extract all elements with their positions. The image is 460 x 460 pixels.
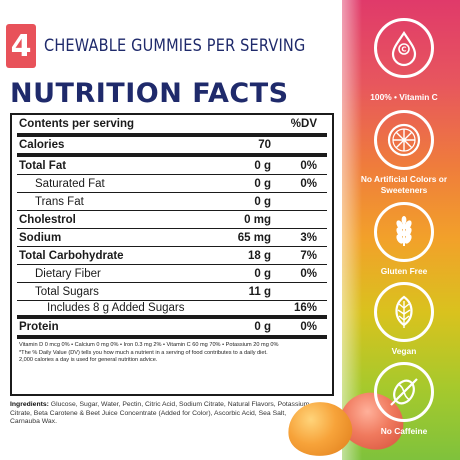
wheat-icon <box>396 216 412 246</box>
row-amount: 0 g <box>254 195 271 208</box>
gluten-free-badge <box>374 202 434 262</box>
row-amount: 70 <box>258 139 271 151</box>
row-label: Protein <box>19 321 59 333</box>
row-label: Total Sugars <box>35 285 99 298</box>
table-row: Total Carbohydrate 18 g 7% <box>17 247 327 265</box>
table-header-row: Contents per serving %DV <box>17 115 327 137</box>
row-label: Total Fat <box>19 159 67 172</box>
ingredients-text: Ingredients: Glucose, Sugar, Water, Pect… <box>10 401 310 427</box>
table-row: Sodium 65 mg 3% <box>17 229 327 247</box>
table-row: Cholestrol 0 mg <box>17 211 327 229</box>
row-label: Dietary Fiber <box>35 267 101 280</box>
row-dv: 16% <box>293 302 317 314</box>
dv-note-line: *The % Daily Value (DV) tells you how mu… <box>19 349 268 356</box>
table-row: Includes 8 g Added Sugars 16% <box>17 301 327 319</box>
vitamin-c-badge: C <box>374 18 434 78</box>
vegan-badge <box>374 282 434 342</box>
no-caffeine-badge <box>374 362 434 422</box>
micronutrient-line: Vitamin D 0 mcg 0% • Calcium 0 mg 0% • I… <box>19 342 279 348</box>
row-amount: 0 g <box>254 267 271 280</box>
row-label: Cholestrol <box>19 213 76 226</box>
row-amount: 65 mg <box>237 231 271 244</box>
ingredients-list: Glucose, Sugar, Water, Pectin, Citric Ac… <box>10 401 310 426</box>
table-row: Total Sugars 11 g <box>17 283 327 301</box>
row-dv: 0% <box>300 177 317 190</box>
row-amount: 0 g <box>254 321 271 333</box>
badge-label: 100% • Vitamin C <box>370 92 438 102</box>
row-amount: 0 mg <box>244 213 271 226</box>
row-label: Calories <box>19 139 65 151</box>
ingredients-label: Ingredients: <box>10 401 49 408</box>
table-row: Saturated Fat 0 g 0% <box>17 175 327 193</box>
row-dv: 0% <box>300 159 317 172</box>
nutrition-facts-panel: Contents per serving %DV Calories 70 Tot… <box>10 113 334 396</box>
table-row: Calories 70 <box>17 137 327 157</box>
badge-label: Vegan <box>391 346 417 356</box>
vitamin-c-drop-icon: C <box>391 31 417 67</box>
column-label: Contents per serving <box>19 118 135 130</box>
column-dv: %DV <box>290 118 317 130</box>
leaf-icon <box>395 295 413 328</box>
strip-fade <box>322 0 362 460</box>
row-dv: 0% <box>300 267 317 280</box>
table-row: Dietary Fiber 0 g 0% <box>17 265 327 283</box>
row-amount: 18 g <box>247 249 271 262</box>
serving-count-badge: 4 <box>6 24 36 68</box>
calories-note-line: 2,000 calories a day is used for general… <box>19 357 158 363</box>
badge-label: Gluten Free <box>380 266 428 276</box>
row-amount: 0 g <box>254 177 271 190</box>
row-amount: 0 g <box>254 159 271 172</box>
row-label: Total Carbohydrate <box>19 249 124 262</box>
row-amount: 11 g <box>248 285 271 298</box>
row-dv: 3% <box>300 231 317 244</box>
row-dv: 7% <box>300 249 317 262</box>
no-artificial-badge <box>374 110 434 170</box>
row-label: Saturated Fat <box>35 177 105 190</box>
table-row: Protein 0 g 0% <box>17 319 327 339</box>
row-dv: 0% <box>300 321 317 333</box>
coffee-bean-icon <box>390 378 418 406</box>
row-label: Sodium <box>19 231 62 244</box>
serving-text: CHEWABLE GUMMIES PER SERVING <box>44 36 306 55</box>
table-row: Trans Fat 0 g <box>17 193 327 211</box>
table-row: Total Fat 0 g 0% <box>17 157 327 175</box>
badge-label: No Caffeine <box>380 426 428 436</box>
nutrition-footnote: Vitamin D 0 mcg 0% • Calcium 0 mg 0% • I… <box>17 339 327 365</box>
page-title: NUTRITION FACTS <box>10 78 289 109</box>
citrus-slice-icon <box>387 123 421 157</box>
svg-text:C: C <box>401 46 406 54</box>
badge-label: No Artificial Colors or Sweeteners <box>360 174 448 195</box>
row-label: Trans Fat <box>35 195 84 208</box>
row-label: Includes 8 g Added Sugars <box>47 302 185 314</box>
